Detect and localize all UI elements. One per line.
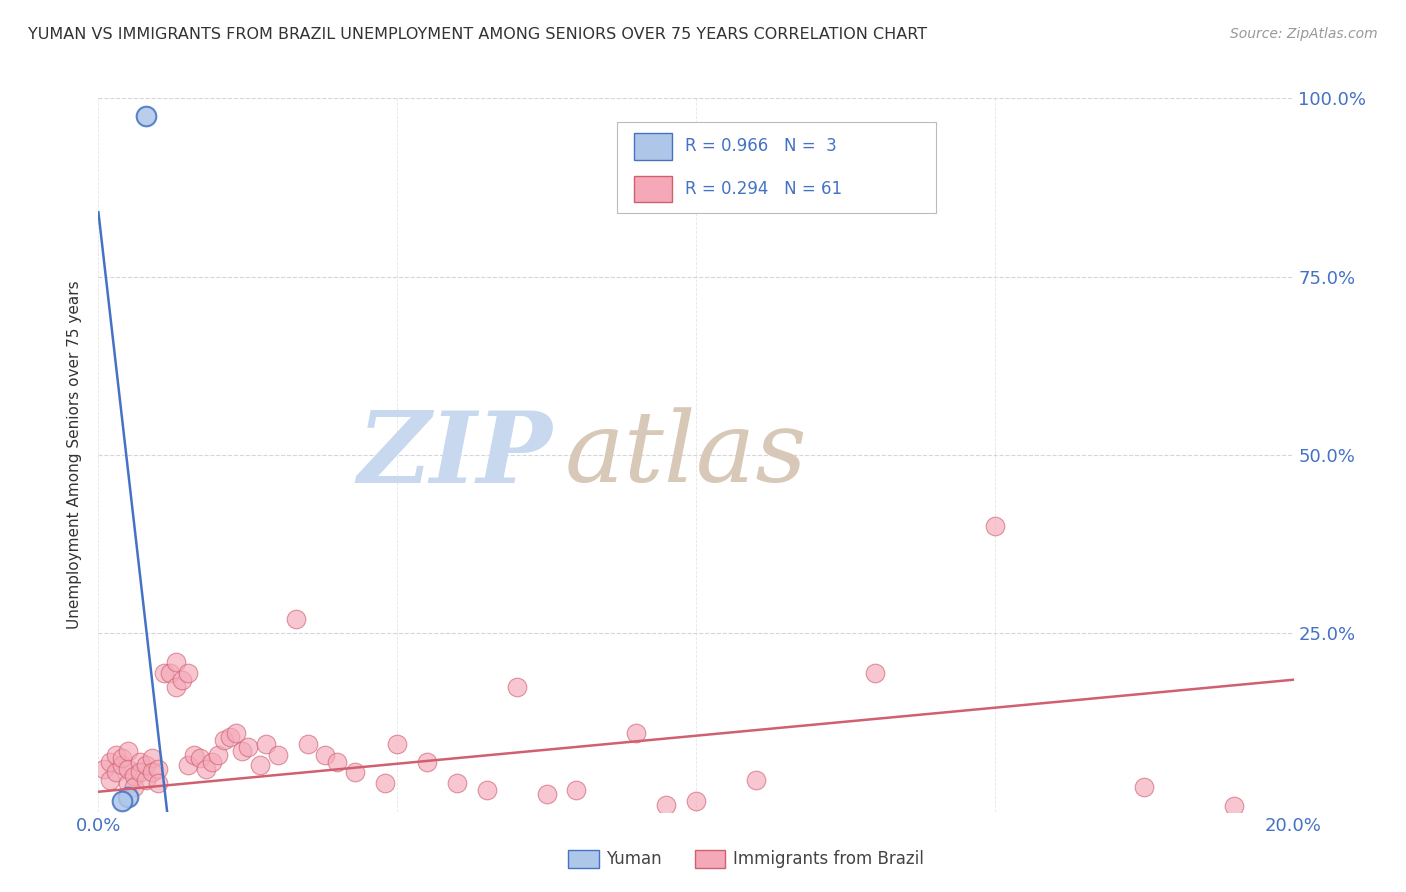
Point (111, 758, 134, 772)
Point (195, 762, 218, 776)
Point (135, 109, 157, 123)
Point (446, 776, 468, 790)
Point (165, 655, 187, 669)
Point (105, 765, 128, 780)
Point (374, 776, 396, 790)
Point (117, 776, 139, 790)
Point (183, 747, 205, 762)
Point (148, 776, 170, 790)
Point (475, 783, 498, 797)
Point (344, 765, 367, 780)
Point (135, 758, 157, 772)
Point (219, 730, 242, 744)
Point (207, 747, 229, 762)
Point (111, 751, 134, 765)
Point (284, 612, 307, 626)
Point (685, 794, 707, 808)
Point (536, 787, 558, 801)
Point (105, 747, 128, 762)
Point (385, 737, 409, 751)
Point (93, 762, 115, 776)
Text: atlas: atlas (565, 408, 807, 502)
Point (865, 665, 887, 680)
Point (100, 755, 122, 769)
Point (1133, 780, 1156, 794)
Text: Yuman: Yuman (606, 850, 662, 868)
Point (111, 794, 134, 808)
Point (225, 726, 247, 740)
Point (506, 680, 529, 694)
Point (201, 755, 224, 769)
Point (1223, 799, 1246, 814)
Point (236, 740, 259, 755)
Text: R = 0.966   N =  3: R = 0.966 N = 3 (685, 137, 837, 155)
Text: YUMAN VS IMMIGRANTS FROM BRAZIL UNEMPLOYMENT AMONG SENIORS OVER 75 YEARS CORRELA: YUMAN VS IMMIGRANTS FROM BRAZIL UNEMPLOY… (28, 27, 927, 42)
Point (100, 772, 122, 787)
Point (117, 790, 139, 805)
Point (124, 780, 146, 794)
Point (565, 783, 588, 797)
Text: Source: ZipAtlas.com: Source: ZipAtlas.com (1230, 27, 1378, 41)
Point (172, 673, 194, 687)
Point (626, 726, 648, 740)
Point (159, 665, 181, 680)
Point (177, 758, 200, 772)
Point (188, 751, 211, 765)
Point (326, 755, 349, 769)
Text: Immigrants from Brazil: Immigrants from Brazil (733, 850, 924, 868)
Point (177, 665, 200, 680)
Point (153, 665, 176, 680)
Point (315, 747, 337, 762)
Point (297, 737, 319, 751)
Point (141, 765, 163, 780)
Point (129, 765, 152, 780)
Point (124, 769, 146, 783)
Point (129, 755, 152, 769)
Point (984, 519, 1007, 533)
Point (267, 747, 290, 762)
Point (416, 755, 439, 769)
Point (135, 772, 157, 787)
Point (231, 744, 253, 758)
Y-axis label: Unemployment Among Seniors over 75 years: Unemployment Among Seniors over 75 years (67, 281, 83, 629)
Point (655, 797, 678, 812)
Text: ZIP: ZIP (357, 407, 553, 503)
Point (165, 680, 187, 694)
Point (254, 737, 277, 751)
Text: R = 0.294   N = 61: R = 0.294 N = 61 (685, 180, 842, 198)
Point (249, 758, 271, 772)
Point (117, 744, 139, 758)
Point (141, 751, 163, 765)
Point (117, 762, 139, 776)
Point (212, 733, 235, 747)
Point (148, 762, 170, 776)
Point (745, 772, 768, 787)
